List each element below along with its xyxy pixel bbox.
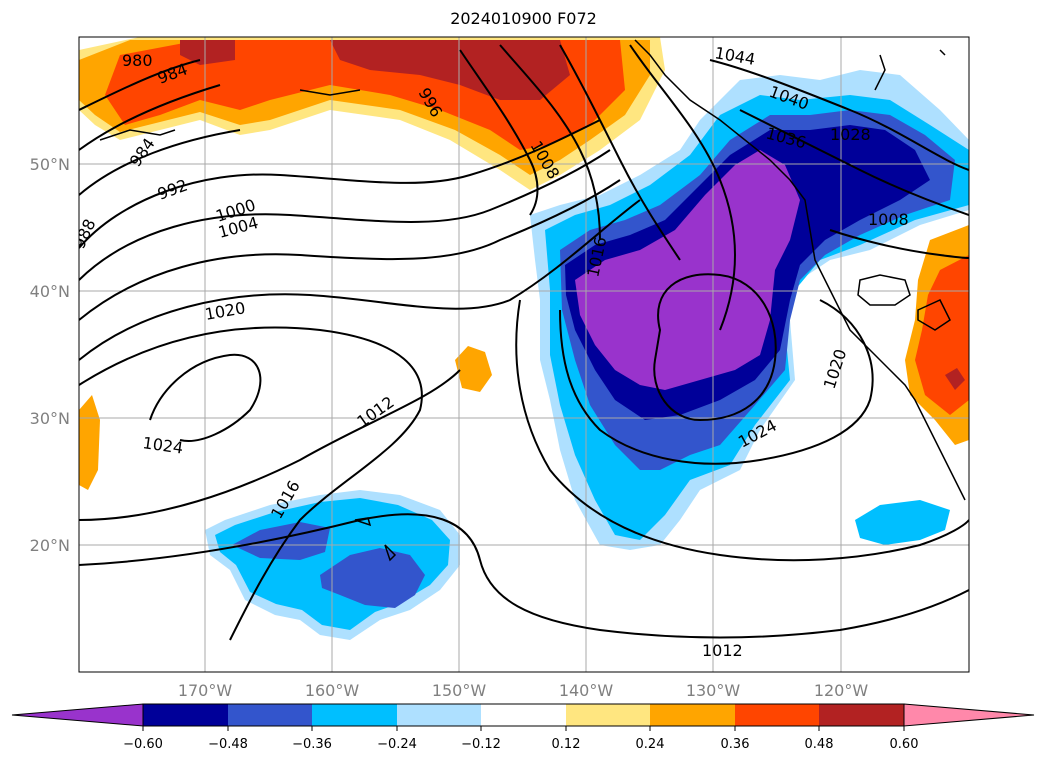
colorbar-segment	[735, 704, 819, 726]
negative-anomaly-baja	[855, 500, 950, 545]
colorbar-extend-high	[903, 703, 1035, 727]
colorbar-segment	[819, 704, 904, 726]
isobar-label: 1028	[830, 125, 871, 144]
colorbar-tick-label: 0.48	[805, 737, 834, 752]
colorbar-segment	[228, 704, 312, 726]
lon-label: 150°W	[432, 681, 487, 700]
negative-anomaly-hawaii-3	[232, 522, 425, 608]
colorbar-frame	[142, 703, 905, 727]
colorbar-segment	[312, 704, 397, 726]
colorbar-extend-low	[11, 703, 144, 727]
lat-label: 30°N	[30, 409, 70, 428]
lat-label: 50°N	[30, 155, 70, 174]
lon-label: 140°W	[559, 681, 614, 700]
positive-anomaly-north-max	[180, 40, 570, 100]
colorbar-ticks	[142, 726, 905, 731]
lat-label: 20°N	[30, 536, 70, 555]
colorbar-tick-label: −0.48	[208, 737, 248, 752]
colorbar: −0.60 −0.48 −0.36 −0.24 −0.12 0.12 0.24 …	[11, 703, 1035, 752]
colorbar-segment	[566, 704, 650, 726]
colorbar-tick-label: 0.60	[890, 737, 919, 752]
colorbar-tick-label: 0.36	[721, 737, 750, 752]
isobar-lines	[79, 44, 969, 641]
map-plot-area: 980 984 984 988 992 996 1000 1004 1008 1…	[79, 37, 969, 672]
positive-anomaly-blob	[455, 346, 492, 392]
positive-anomaly-east-max	[945, 368, 965, 390]
negative-anomaly-core	[575, 150, 800, 390]
lat-label: 40°N	[30, 282, 70, 301]
isobar-label: 1012	[702, 641, 743, 660]
graticule	[79, 37, 969, 672]
colorbar-tick-label: 0.12	[552, 737, 581, 752]
colorbar-tick-label: −0.24	[377, 737, 417, 752]
colorbar-tick-label: 0.24	[636, 737, 665, 752]
colorbar-segment	[481, 704, 566, 726]
colorbar-tick-label: −0.60	[123, 737, 163, 752]
colorbar-segment	[650, 704, 735, 726]
lon-label: 130°W	[686, 681, 741, 700]
isobar-label: 1008	[868, 210, 909, 229]
lon-label: 160°W	[305, 681, 360, 700]
colorbar-tick-label: −0.36	[292, 737, 332, 752]
map-frame	[78, 36, 970, 673]
lon-label: 120°W	[814, 681, 869, 700]
colorbar-segment	[143, 704, 228, 726]
map-title: 2024010900 F072	[450, 9, 597, 28]
latitude-labels: 50°N 40°N 30°N 20°N	[30, 155, 70, 555]
positive-anomaly-west	[79, 395, 100, 490]
lon-label: 170°W	[178, 681, 233, 700]
colorbar-segment	[397, 704, 481, 726]
isobar-label: 980	[122, 51, 153, 70]
colorbar-tick-label: −0.12	[461, 737, 501, 752]
longitude-labels: 170°W 160°W 150°W 140°W 130°W 120°W	[178, 681, 869, 700]
